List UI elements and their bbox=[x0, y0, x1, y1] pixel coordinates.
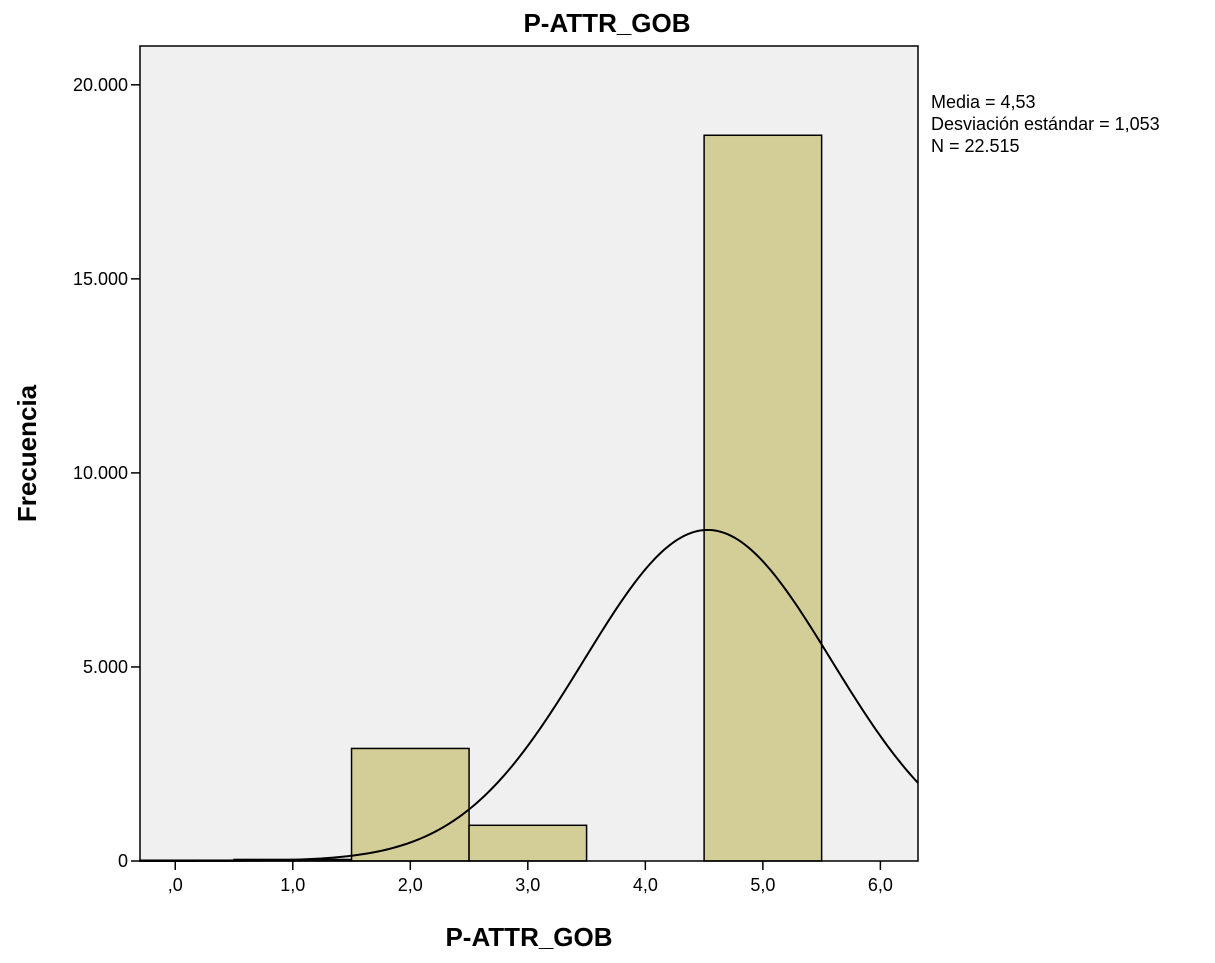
stat-mean: Media = 4,53 bbox=[931, 92, 1036, 112]
y-tick-label: 15.000 bbox=[73, 269, 128, 289]
x-tick-label: 1,0 bbox=[280, 875, 305, 895]
stat-n: N = 22.515 bbox=[931, 136, 1020, 156]
x-tick-label: 4,0 bbox=[633, 875, 658, 895]
x-tick-label: ,0 bbox=[168, 875, 183, 895]
bars-group bbox=[139, 134, 823, 862]
y-tick-label: 20.000 bbox=[73, 75, 128, 95]
x-tick-label: 2,0 bbox=[398, 875, 423, 895]
plot-frame bbox=[139, 45, 919, 862]
stats-box: Media = 4,53 Desviación estándar = 1,053… bbox=[931, 92, 1160, 156]
stat-sd: Desviación estándar = 1,053 bbox=[931, 114, 1160, 134]
y-tick-label: 0 bbox=[118, 851, 128, 871]
histogram-bar bbox=[350, 747, 470, 862]
x-tick-label: 3,0 bbox=[515, 875, 540, 895]
histogram-bar bbox=[703, 134, 823, 862]
y-tick-label: 10.000 bbox=[73, 463, 128, 483]
histogram-bar bbox=[468, 824, 588, 862]
y-axis: 0 5.000 10.000 15.000 20.000 bbox=[73, 75, 140, 871]
y-axis-label: Frecuencia bbox=[12, 384, 42, 522]
x-tick-label: 5,0 bbox=[750, 875, 775, 895]
x-tick-label: 6,0 bbox=[868, 875, 893, 895]
y-tick-label: 5.000 bbox=[83, 657, 128, 677]
x-axis: ,0 1,0 2,0 3,0 4,0 5,0 6,0 bbox=[168, 861, 893, 895]
x-axis-label: P-ATTR_GOB bbox=[445, 922, 612, 952]
chart-title: P-ATTR_GOB bbox=[523, 8, 690, 38]
